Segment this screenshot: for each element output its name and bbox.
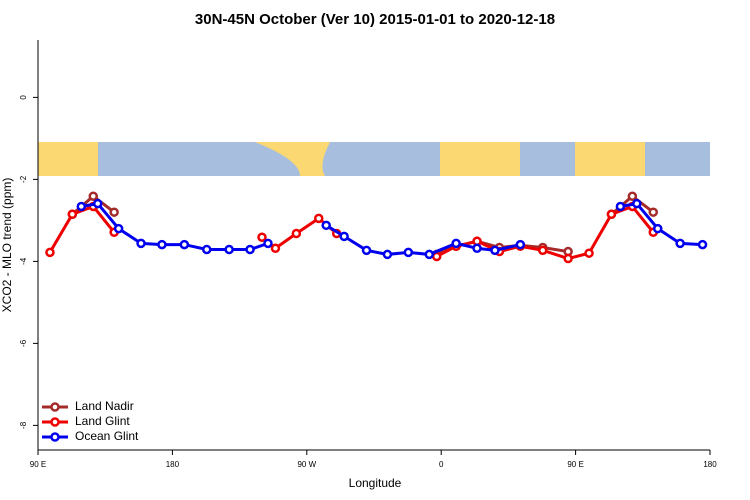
x-tick-label: 90 E <box>567 460 583 469</box>
data-point <box>201 244 212 255</box>
x-axis-label: Longitude <box>349 476 402 490</box>
data-point <box>627 191 638 201</box>
data-point <box>615 201 626 212</box>
data-point <box>270 243 281 254</box>
y-tick-label: -8 <box>19 421 28 429</box>
data-point <box>361 245 372 256</box>
data-point <box>321 220 331 231</box>
data-point <box>537 245 548 256</box>
x-tick-label: 180 <box>703 460 717 469</box>
data-point <box>109 207 119 217</box>
data-point <box>382 249 393 260</box>
data-point <box>263 238 273 249</box>
legend-label: Land Nadir <box>75 399 134 413</box>
data-point <box>157 239 167 250</box>
x-tick-label: 90 W <box>297 460 316 469</box>
world-map-strip <box>38 142 710 176</box>
data-point <box>697 239 708 250</box>
y-tick-label: -6 <box>19 339 28 347</box>
data-point <box>88 191 99 201</box>
y-axis-label: XCO2 - MLO trend (ppm) <box>0 178 14 313</box>
data-point <box>92 198 103 209</box>
data-point <box>67 209 78 219</box>
data-point <box>424 249 435 260</box>
data-point <box>563 253 573 264</box>
y-tick-label: -4 <box>19 257 28 265</box>
legend-label: Land Glint <box>75 414 130 428</box>
data-point <box>136 238 146 249</box>
data-point <box>224 244 234 255</box>
data-point <box>257 232 267 242</box>
data-point <box>179 239 190 250</box>
data-point <box>451 238 461 249</box>
legend-marker <box>50 432 60 442</box>
data-point <box>675 238 685 249</box>
data-point <box>76 201 87 212</box>
data-point <box>472 243 482 254</box>
legend-marker <box>50 417 60 427</box>
data-point <box>648 207 659 217</box>
y-tick-label: 0 <box>19 95 28 100</box>
data-point <box>291 228 302 239</box>
x-tick-label: 90 E <box>30 460 46 469</box>
data-point <box>632 198 642 209</box>
data-point <box>515 239 526 250</box>
x-tick-label: 0 <box>439 460 444 469</box>
data-point <box>403 247 414 258</box>
data-point <box>490 245 500 256</box>
legend-marker <box>50 402 60 412</box>
data-point <box>113 223 124 234</box>
x-tick-label: 180 <box>166 460 180 469</box>
y-tick-label: -2 <box>19 175 28 183</box>
data-point <box>339 231 349 242</box>
data-point <box>245 244 255 255</box>
data-point <box>45 247 55 258</box>
legend-label: Ocean Glint <box>75 429 139 443</box>
data-point <box>584 248 594 258</box>
chart-title: 30N-45N October (Ver 10) 2015-01-01 to 2… <box>195 11 555 28</box>
data-point <box>313 213 324 224</box>
data-point <box>652 223 663 234</box>
data-point <box>606 209 617 219</box>
data-point <box>431 251 442 262</box>
